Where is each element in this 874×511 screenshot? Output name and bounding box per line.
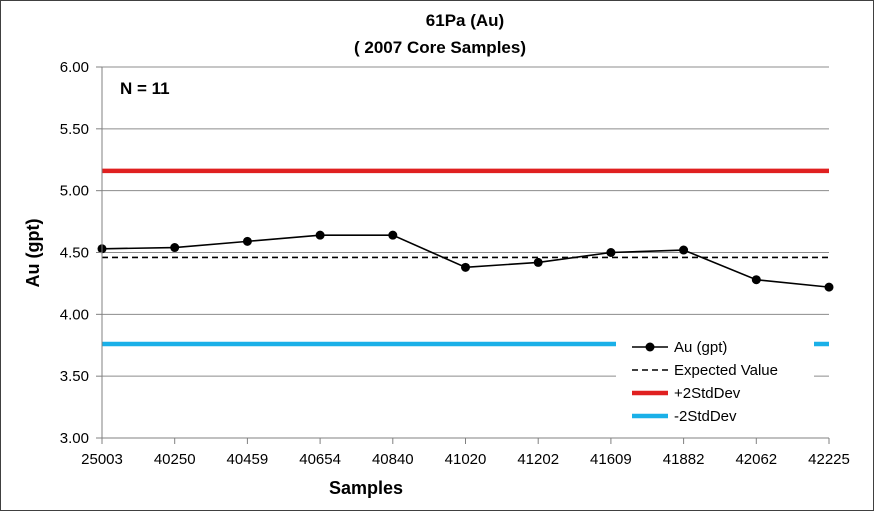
y-tick-label: 3.50 xyxy=(60,368,89,385)
legend-label: Au (gpt) xyxy=(674,339,727,356)
x-tick-label: 41882 xyxy=(663,451,705,468)
y-tick-label: 6.00 xyxy=(60,59,89,76)
legend: Au (gpt) Expected Value +2StdDev -2StdDev xyxy=(616,332,814,436)
chart-subtitle: ( 2007 Core Samples) xyxy=(354,38,526,57)
axes xyxy=(96,66,830,444)
au-data-point xyxy=(388,230,398,240)
x-tick-label: 40654 xyxy=(299,451,341,468)
sample-count-annotation: N = 11 xyxy=(120,79,170,98)
au-data-point xyxy=(170,243,180,253)
au-data-point xyxy=(461,262,470,272)
au-data-point xyxy=(315,230,325,240)
legend-label: Expected Value xyxy=(674,362,778,379)
x-tick-label: 42225 xyxy=(808,451,850,468)
au-series-line xyxy=(101,234,830,288)
au-data-point xyxy=(242,236,252,246)
legend-label: +2StdDev xyxy=(674,385,741,402)
x-tick-label: 41020 xyxy=(445,451,487,468)
x-tick-label: 41609 xyxy=(590,451,632,468)
legend-marker xyxy=(645,342,655,352)
au-data-point xyxy=(679,245,689,255)
au-data-point xyxy=(751,275,761,285)
grid-lines xyxy=(102,66,829,377)
au-data-point xyxy=(606,248,616,257)
x-tick-label: 40840 xyxy=(372,451,414,468)
x-tick-label: 25003 xyxy=(81,451,123,468)
x-tick-label: 42062 xyxy=(735,451,777,468)
y-tick-label: 4.00 xyxy=(60,306,89,323)
x-tick-labels: 25003 40250 40459 40654 40840 41020 41202 41609… xyxy=(81,451,850,468)
x-tick-label: 41202 xyxy=(517,451,559,468)
y-tick-label: 5.00 xyxy=(60,183,89,200)
au-data-point xyxy=(824,282,834,292)
y-tick-labels: 3.00 3.50 4.00 4.50 5.00 5.50 6.00 xyxy=(60,59,89,447)
x-tick-label: 40459 xyxy=(227,451,269,468)
data-series xyxy=(97,230,834,292)
x-tick-label: 40250 xyxy=(154,451,196,468)
y-tick-label: 3.00 xyxy=(60,430,89,447)
y-tick-label: 4.50 xyxy=(60,245,89,262)
legend-label: -2StdDev xyxy=(674,408,737,425)
au-data-point xyxy=(533,257,543,267)
y-axis-title: Au (gpt) xyxy=(23,219,43,288)
x-axis-title: Samples xyxy=(329,478,403,498)
chart-title: 61Pa (Au) xyxy=(426,11,504,30)
reference-lines xyxy=(102,168,829,347)
y-tick-label: 5.50 xyxy=(60,121,89,138)
